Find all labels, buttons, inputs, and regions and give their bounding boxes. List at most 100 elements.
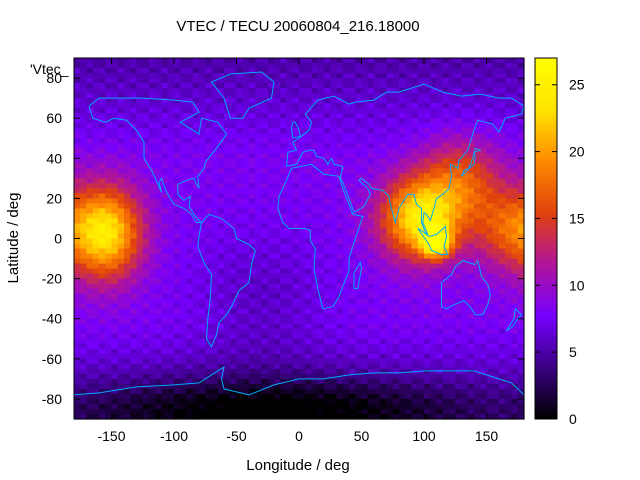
heatmap-cell (380, 78, 388, 84)
heatmap-cell (161, 183, 169, 189)
heatmap-cell (367, 298, 375, 305)
heatmap-cell (317, 248, 325, 255)
heatmap-cell (461, 303, 469, 310)
heatmap-cell (86, 68, 94, 74)
heatmap-cell (492, 283, 500, 290)
heatmap-cell (180, 63, 188, 69)
heatmap-cell (474, 273, 481, 280)
heatmap-cell (242, 318, 250, 325)
heatmap-cell (330, 238, 338, 245)
heatmap-cell (117, 63, 125, 69)
heatmap-cell (180, 368, 188, 375)
heatmap-cell (474, 163, 481, 169)
heatmap-cell (286, 223, 294, 230)
heatmap-cell (499, 303, 506, 310)
heatmap-cell (86, 78, 94, 84)
heatmap-cell (324, 173, 331, 179)
heatmap-cell (249, 253, 256, 260)
heatmap-cell (230, 358, 238, 365)
heatmap-cell (249, 233, 256, 240)
heatmap-cell (355, 333, 363, 340)
heatmap-cell (211, 163, 219, 169)
heatmap-cell (230, 93, 238, 99)
heatmap-cell (442, 378, 450, 385)
heatmap-cell (211, 233, 219, 240)
heatmap-cell (324, 188, 331, 194)
heatmap-cell (167, 123, 175, 129)
heatmap-cell (149, 373, 156, 380)
heatmap-cell (292, 278, 300, 285)
heatmap-cell (517, 168, 525, 174)
heatmap-cell (367, 193, 375, 199)
heatmap-cell (511, 88, 519, 94)
heatmap-cell (149, 358, 156, 365)
heatmap-cell (130, 318, 138, 325)
heatmap-cell (399, 213, 406, 220)
heatmap-cell (292, 83, 300, 89)
heatmap-cell (111, 298, 119, 305)
heatmap-cell (411, 398, 419, 405)
heatmap-cell (392, 173, 400, 179)
heatmap-cell (199, 333, 206, 340)
heatmap-cell (324, 58, 331, 64)
heatmap-cell (80, 113, 88, 119)
heatmap-cell (205, 398, 213, 405)
heatmap-cell (192, 108, 200, 114)
heatmap-cell (486, 78, 494, 84)
heatmap-cell (130, 193, 138, 199)
heatmap-cell (330, 243, 338, 250)
heatmap-cell (499, 253, 506, 260)
heatmap-cell (74, 93, 81, 99)
heatmap-cell (280, 203, 288, 210)
heatmap-cell (292, 283, 300, 290)
heatmap-cell (349, 143, 356, 149)
heatmap-cell (361, 263, 369, 270)
heatmap-cell (492, 258, 500, 265)
heatmap-cell (330, 203, 338, 210)
heatmap-cell (436, 148, 444, 154)
heatmap-cell (92, 158, 100, 164)
heatmap-cell (499, 108, 506, 114)
heatmap-cell (130, 158, 138, 164)
heatmap-cell (299, 388, 306, 395)
heatmap-cell (136, 143, 144, 149)
heatmap-cell (505, 98, 513, 104)
heatmap-cell (436, 208, 444, 215)
heatmap-cell (230, 213, 238, 220)
heatmap-cell (374, 298, 381, 305)
heatmap-cell (305, 98, 313, 104)
heatmap-cell (405, 173, 413, 179)
heatmap-cell (511, 393, 519, 400)
heatmap-cell (342, 263, 350, 270)
heatmap-cell (380, 133, 388, 139)
heatmap-cell (380, 273, 388, 280)
heatmap-cell (399, 198, 406, 204)
heatmap-cell (349, 338, 356, 345)
heatmap-cell (417, 363, 425, 370)
heatmap-cell (455, 148, 463, 154)
heatmap-cell (499, 248, 506, 255)
heatmap-cell (461, 153, 469, 159)
heatmap-cell (242, 68, 250, 74)
heatmap-cell (386, 138, 394, 144)
heatmap-cell (349, 158, 356, 164)
heatmap-cell (361, 368, 369, 375)
heatmap-cell (486, 178, 494, 184)
heatmap-cell (105, 73, 113, 79)
heatmap-cell (274, 83, 281, 89)
heatmap-cell (255, 118, 263, 124)
heatmap-cell (224, 373, 231, 380)
heatmap-cell (330, 158, 338, 164)
heatmap-cell (267, 253, 275, 260)
heatmap-cell (436, 173, 444, 179)
heatmap-cell (155, 93, 163, 99)
heatmap-cell (480, 103, 488, 109)
heatmap-cell (467, 133, 475, 139)
heatmap-cell (486, 258, 494, 265)
heatmap-cell (474, 288, 481, 295)
heatmap-cell (274, 288, 281, 295)
heatmap-cell (255, 103, 263, 109)
heatmap-cell (349, 198, 356, 204)
heatmap-cell (324, 398, 331, 405)
heatmap-cell (436, 123, 444, 129)
